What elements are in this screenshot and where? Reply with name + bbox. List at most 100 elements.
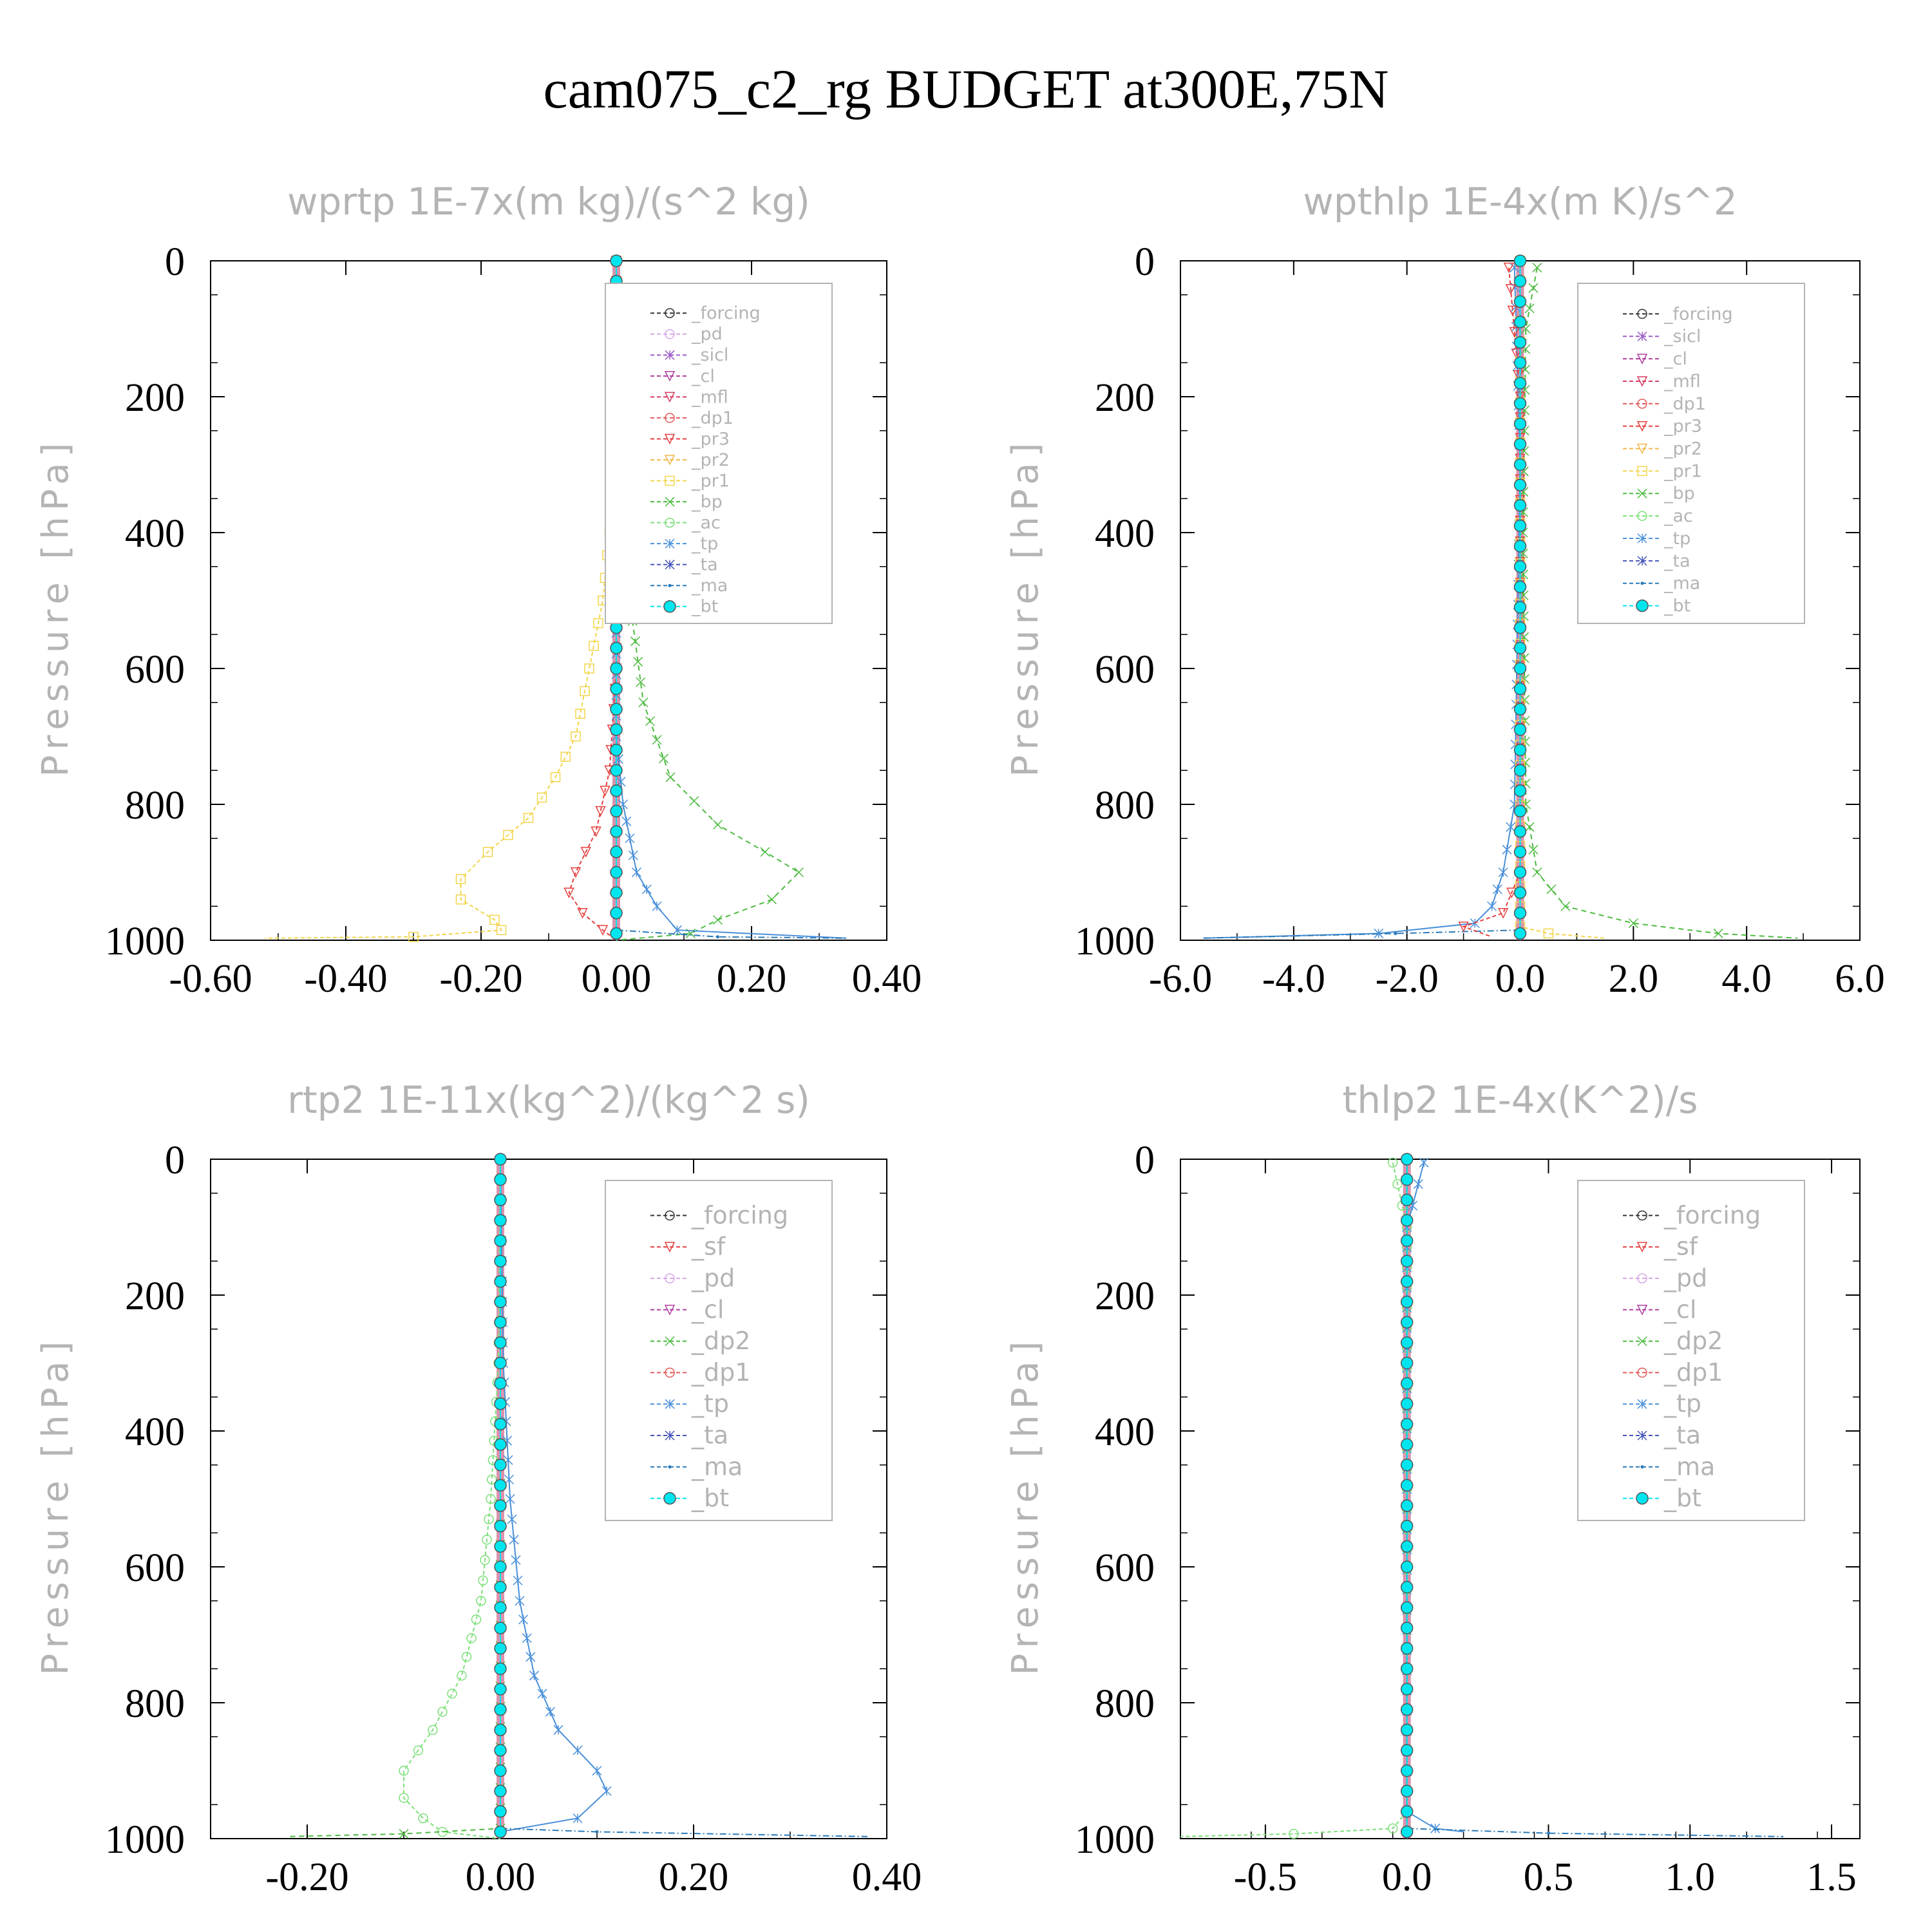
- data-point: [1513, 560, 1527, 573]
- data-point: [760, 847, 770, 857]
- y-tick-label: 1000: [1075, 1818, 1155, 1862]
- data-point: [595, 806, 606, 817]
- x-tick-label: -0.40: [304, 957, 387, 1001]
- data-point: [652, 901, 662, 911]
- legend: _forcing _sf _pd_cl _dp2 _dp1 _tp _ta_ma _bt: [1577, 1180, 1805, 1521]
- panel-title: wpthlp 1E-4x(m K)/s^2: [1303, 180, 1737, 223]
- data-point: [1400, 1295, 1414, 1309]
- data-point: [610, 784, 623, 797]
- data-point: [1400, 1438, 1414, 1451]
- legend-label: _forcing: [1663, 1201, 1761, 1229]
- data-point: [610, 846, 623, 858]
- legend-label: _cl: [691, 366, 715, 386]
- legend-entry: _sicl: [650, 345, 728, 365]
- data-point: [610, 662, 623, 675]
- y-tick-label: 1000: [1075, 920, 1155, 963]
- data-point: [1513, 478, 1527, 491]
- y-axis-label: Pressure [hPa]: [35, 1336, 77, 1676]
- series-line: [1406, 1159, 1784, 1837]
- y-tick-label: 800: [1095, 1682, 1155, 1726]
- data-point: [610, 254, 623, 267]
- legend-box: [605, 283, 833, 624]
- legend-label: _ma: [1663, 1452, 1715, 1481]
- data-point: [1513, 703, 1527, 716]
- data-point: [633, 656, 643, 667]
- data-point: [537, 1689, 547, 1699]
- data-point: [1400, 1479, 1414, 1492]
- data-point: [1532, 263, 1542, 273]
- legend-label: _mfl: [691, 387, 728, 407]
- legend-entry: _bt: [1623, 1484, 1701, 1512]
- data-point: [1513, 784, 1527, 797]
- data-point: [610, 825, 623, 838]
- data-point: [1636, 421, 1648, 432]
- data-point: [610, 927, 623, 940]
- data-point: [553, 1725, 564, 1735]
- data-point: [1637, 1367, 1647, 1378]
- data-point: [1289, 1828, 1299, 1839]
- data-point: [1497, 908, 1509, 919]
- data-point: [1637, 488, 1647, 498]
- chart-panel-3: rtp2 1E-11x(kg^2)/(kg^2 s) Pressure [hPa]…: [35, 1078, 922, 1899]
- data-point: [665, 517, 675, 528]
- data-point: [564, 887, 574, 898]
- x-tick-label: 0.40: [852, 1855, 922, 1899]
- data-point: [1400, 1805, 1414, 1818]
- series-bt: [494, 1153, 507, 1839]
- data-point: [1400, 1173, 1414, 1186]
- legend-entry: _ac: [650, 513, 721, 533]
- data-point: [636, 677, 646, 687]
- data-point: [496, 925, 507, 935]
- data-point: [1400, 1723, 1414, 1736]
- data-point: [489, 914, 500, 925]
- y-tick-label: 0: [165, 1139, 185, 1182]
- data-point: [1400, 1540, 1414, 1553]
- data-point: [641, 884, 652, 895]
- data-point: [716, 935, 719, 939]
- legend-label: _sicl: [1663, 327, 1701, 346]
- series-line: [1406, 1162, 1464, 1833]
- x-tick-label: 0.00: [582, 957, 652, 1001]
- data-point: [664, 392, 676, 403]
- chart-panel-4: thlp2 1E-4x(K^2)/s Pressure [hPa] -0.5 0.0 0…: [1005, 1078, 1861, 1899]
- data-point: [665, 1210, 675, 1221]
- data-point: [399, 1765, 409, 1776]
- data-point: [478, 1575, 488, 1586]
- legend-entry: _sf: [1623, 1233, 1699, 1261]
- series-line: [1461, 267, 1521, 938]
- legend-label: _bt: [1663, 1484, 1701, 1512]
- data-point: [494, 1601, 507, 1615]
- legend-entry: _dp1: [650, 408, 734, 428]
- data-point: [1507, 305, 1518, 317]
- data-point: [584, 663, 594, 674]
- legend-entry: _cl: [650, 366, 715, 386]
- data-point: [591, 826, 601, 837]
- legend-box: [1577, 1180, 1805, 1521]
- data-point: [494, 1173, 507, 1186]
- legend: _forcing _sf _pd_cl _dp2 _dp1 _tp _ta_ma _bt: [605, 1180, 833, 1521]
- y-tick-label: 400: [1095, 512, 1155, 556]
- data-point: [494, 1397, 507, 1410]
- legend-label: _tp: [1663, 1390, 1701, 1418]
- data-point: [511, 1555, 521, 1565]
- data-point: [1400, 1580, 1414, 1594]
- data-point: [610, 743, 623, 757]
- data-point: [482, 1535, 492, 1545]
- y-tick-label: 1000: [105, 1818, 185, 1862]
- data-point: [1513, 846, 1527, 858]
- data-point: [1400, 1703, 1414, 1716]
- data-point: [712, 820, 723, 830]
- legend-label: _ac: [1663, 506, 1693, 526]
- data-point: [1419, 1157, 1429, 1168]
- legend-entry: _pr3: [650, 429, 730, 449]
- legend-label: _dp2: [1663, 1327, 1723, 1355]
- data-point: [1413, 1179, 1423, 1189]
- legend-label: _pr3: [1663, 417, 1702, 437]
- data-point: [494, 1723, 507, 1736]
- data-point: [482, 847, 493, 857]
- data-point: [668, 583, 672, 587]
- data-point: [1636, 376, 1648, 387]
- data-point: [1637, 1210, 1647, 1221]
- data-point: [1400, 1499, 1414, 1512]
- data-point: [665, 308, 675, 319]
